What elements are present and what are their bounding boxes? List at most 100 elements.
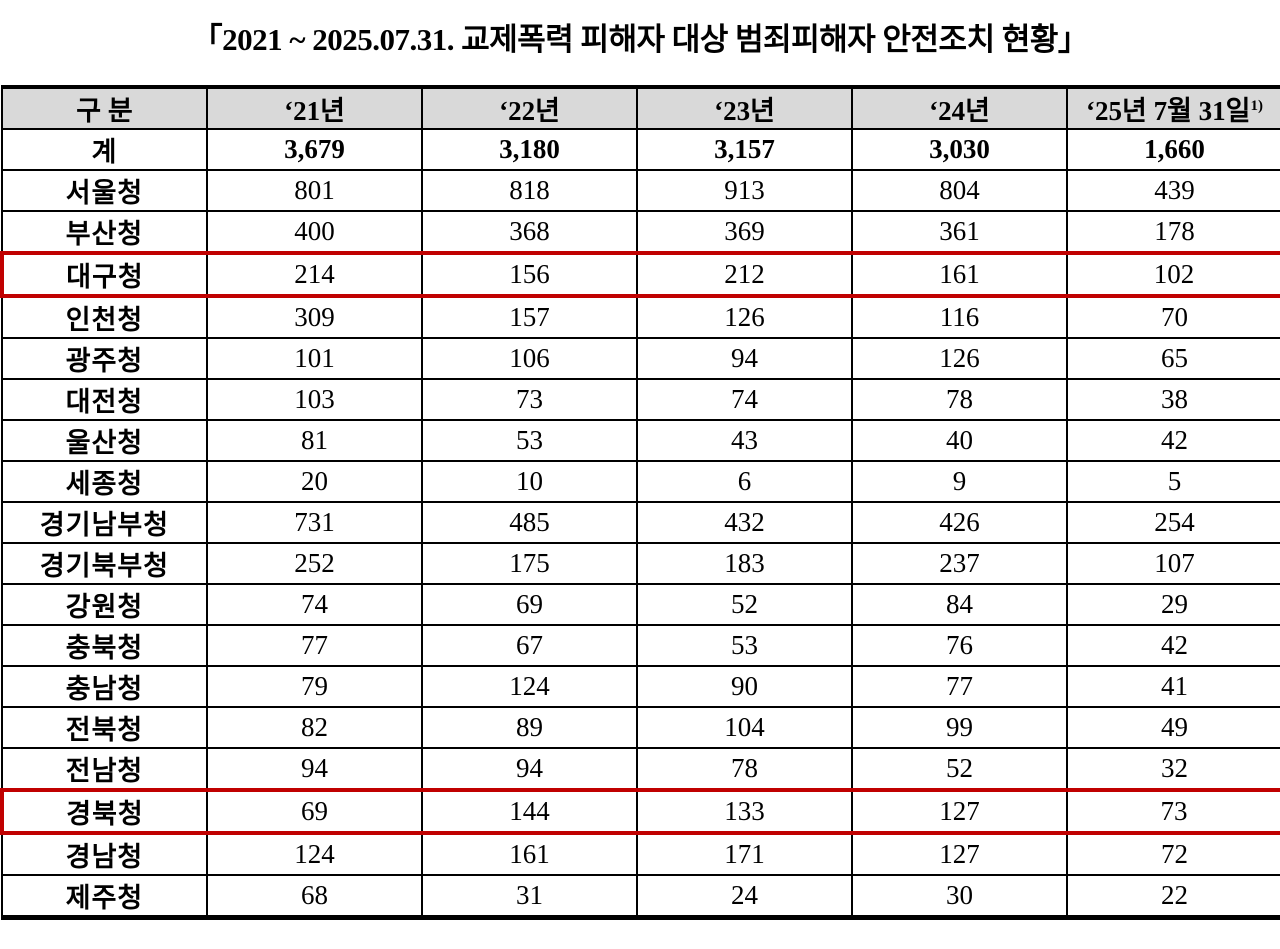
value-cell: 432 (636, 501, 853, 544)
row-label: 경북청 (0, 788, 208, 835)
footnote-marker: 1) (1250, 98, 1264, 114)
row-label: 광주청 (1, 337, 208, 380)
header-year-2: ‘23년 (636, 85, 853, 130)
header-year-4: ‘25년 7월 31일1) (1066, 85, 1280, 130)
value-cell: 29 (1066, 583, 1280, 626)
value-cell: 94 (421, 747, 638, 791)
value-cell: 82 (206, 706, 423, 749)
value-cell: 127 (851, 788, 1068, 835)
value-cell: 368 (421, 210, 638, 254)
value-cell: 214 (206, 251, 423, 298)
value-cell: 157 (421, 295, 638, 339)
value-cell: 74 (206, 583, 423, 626)
value-cell: 40 (851, 419, 1068, 462)
value-cell: 73 (421, 378, 638, 421)
value-cell: 65 (1066, 337, 1280, 380)
table-row: 세종청 20 10 6 9 5 (1, 460, 1280, 503)
value-cell: 144 (421, 788, 638, 835)
value-cell: 369 (636, 210, 853, 254)
value-cell: 3,679 (206, 128, 423, 171)
value-cell: 104 (636, 706, 853, 749)
value-cell: 77 (851, 665, 1068, 708)
table-row: 경기북부청 252 175 183 237 107 (1, 542, 1280, 585)
value-cell: 116 (851, 295, 1068, 339)
value-cell: 90 (636, 665, 853, 708)
value-cell: 38 (1066, 378, 1280, 421)
value-cell: 183 (636, 542, 853, 585)
value-cell: 237 (851, 542, 1068, 585)
row-label: 경기남부청 (1, 501, 208, 544)
table-body: 계 3,679 3,180 3,157 3,030 1,660 서울청 801 818 913 80… (0, 128, 1280, 920)
value-cell: 9 (851, 460, 1068, 503)
value-cell: 254 (1066, 501, 1280, 544)
value-cell: 3,030 (851, 128, 1068, 171)
table-header-row: 구 분 ‘21년 ‘22년 ‘23년 ‘24년 ‘25년 7월 31일1) (1, 85, 1280, 130)
value-cell: 212 (636, 251, 853, 298)
value-cell: 103 (206, 378, 423, 421)
value-cell: 94 (206, 747, 423, 791)
value-cell: 99 (851, 706, 1068, 749)
document-title: 「2021 ~ 2025.07.31. 교제폭력 피해자 대상 범죄피해자 안전… (191, 22, 1089, 57)
value-cell: 252 (206, 542, 423, 585)
value-cell: 43 (636, 419, 853, 462)
value-cell: 67 (421, 624, 638, 667)
table-row: 충남청 79 124 90 77 41 (1, 665, 1280, 708)
value-cell: 3,180 (421, 128, 638, 171)
table-row: 계 3,679 3,180 3,157 3,030 1,660 (1, 128, 1280, 171)
value-cell: 20 (206, 460, 423, 503)
value-cell: 24 (636, 874, 853, 920)
value-cell: 70 (1066, 295, 1280, 339)
value-cell: 126 (636, 295, 853, 339)
value-cell: 69 (421, 583, 638, 626)
value-cell: 22 (1066, 874, 1280, 920)
value-cell: 32 (1066, 747, 1280, 791)
value-cell: 101 (206, 337, 423, 380)
value-cell: 485 (421, 501, 638, 544)
value-cell: 124 (421, 665, 638, 708)
value-cell: 175 (421, 542, 638, 585)
value-cell: 10 (421, 460, 638, 503)
table-row: 서울청 801 818 913 804 439 (1, 169, 1280, 212)
value-cell: 1,660 (1066, 128, 1280, 171)
table-row: 부산청 400 368 369 361 178 (1, 210, 1280, 254)
value-cell: 74 (636, 378, 853, 421)
value-cell: 127 (851, 832, 1068, 876)
row-label: 세종청 (1, 460, 208, 503)
table-row: 전북청 82 89 104 99 49 (1, 706, 1280, 749)
row-label: 대구청 (0, 251, 208, 298)
value-cell: 78 (636, 747, 853, 791)
row-label: 계 (1, 128, 208, 171)
table-row: 제주청 68 31 24 30 22 (1, 874, 1280, 920)
value-cell: 731 (206, 501, 423, 544)
row-label: 부산청 (1, 210, 208, 254)
table-row: 강원청 74 69 52 84 29 (1, 583, 1280, 626)
value-cell: 361 (851, 210, 1068, 254)
value-cell: 171 (636, 832, 853, 876)
value-cell: 439 (1066, 169, 1280, 212)
row-label: 경기북부청 (1, 542, 208, 585)
value-cell: 94 (636, 337, 853, 380)
row-label: 서울청 (1, 169, 208, 212)
row-label: 전북청 (1, 706, 208, 749)
value-cell: 52 (851, 747, 1068, 791)
table-row: 경북청 69 144 133 127 73 (0, 788, 1280, 835)
value-cell: 3,157 (636, 128, 853, 171)
value-cell: 77 (206, 624, 423, 667)
header-year-1: ‘22년 (421, 85, 638, 130)
row-label: 전남청 (1, 747, 208, 791)
header-year-0: ‘21년 (206, 85, 423, 130)
value-cell: 6 (636, 460, 853, 503)
value-cell: 161 (421, 832, 638, 876)
row-label: 강원청 (1, 583, 208, 626)
value-cell: 79 (206, 665, 423, 708)
value-cell: 76 (851, 624, 1068, 667)
value-cell: 161 (851, 251, 1068, 298)
value-cell: 5 (1066, 460, 1280, 503)
row-label: 충북청 (1, 624, 208, 667)
value-cell: 178 (1066, 210, 1280, 254)
value-cell: 801 (206, 169, 423, 212)
row-label: 대전청 (1, 378, 208, 421)
value-cell: 68 (206, 874, 423, 920)
value-cell: 78 (851, 378, 1068, 421)
